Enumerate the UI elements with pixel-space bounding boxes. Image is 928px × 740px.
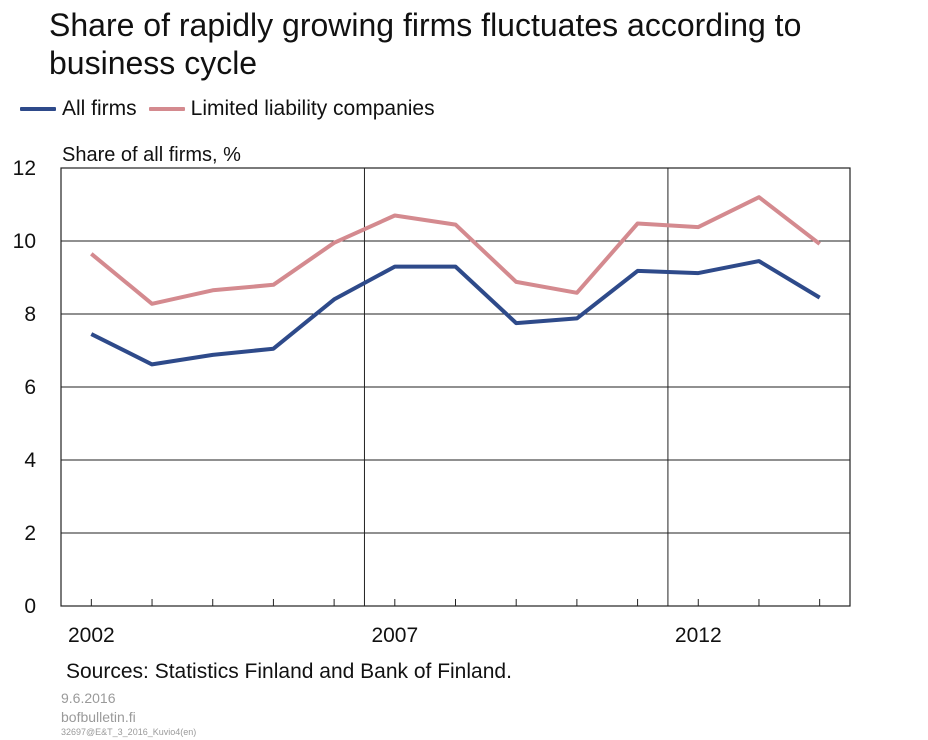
x-tick-label: 2007: [371, 624, 418, 647]
y-tick-label: 6: [24, 376, 36, 399]
y-axis-label: Share of all firms, %: [62, 144, 241, 166]
y-tick-label: 4: [24, 449, 36, 472]
legend: All firms Limited liability companies: [20, 95, 435, 123]
series-line-limited-liability-companies: [90, 195, 821, 306]
y-tick-label: 12: [13, 157, 36, 180]
legend-label-limited-liability: Limited liability companies: [190, 97, 435, 120]
y-tick-label: 10: [13, 230, 36, 253]
y-tick-label: 2: [24, 522, 36, 545]
y-tick-label: 0: [24, 595, 36, 618]
series-line-all-firms: [90, 259, 821, 367]
publication-date: 9.6.2016: [61, 690, 116, 706]
y-tick-label: 8: [24, 303, 36, 326]
legend-swatch-all-firms: [20, 107, 56, 111]
chart-code: 32697@E&T_3_2016_Kuvio4(en): [61, 727, 197, 737]
legend-swatch-limited-liability: [148, 107, 185, 111]
publication-site: bofbulletin.fi: [61, 709, 136, 725]
source-note: Sources: Statistics Finland and Bank of …: [66, 660, 512, 683]
grid-layer: [61, 168, 850, 606]
legend-item-all-firms: All firms: [20, 97, 137, 121]
axis-layer: 0 2 4 6 8 10 12 2002 2007 2012: [13, 157, 851, 647]
legend-item-limited-liability: Limited liability companies: [148, 97, 435, 121]
series-layer: [90, 195, 821, 367]
x-tick-label: 2012: [675, 624, 722, 647]
x-tick-label: 2002: [68, 624, 115, 647]
chart-title: Share of rapidly growing firms fluctuate…: [49, 7, 802, 81]
legend-label-all-firms: All firms: [62, 97, 137, 120]
